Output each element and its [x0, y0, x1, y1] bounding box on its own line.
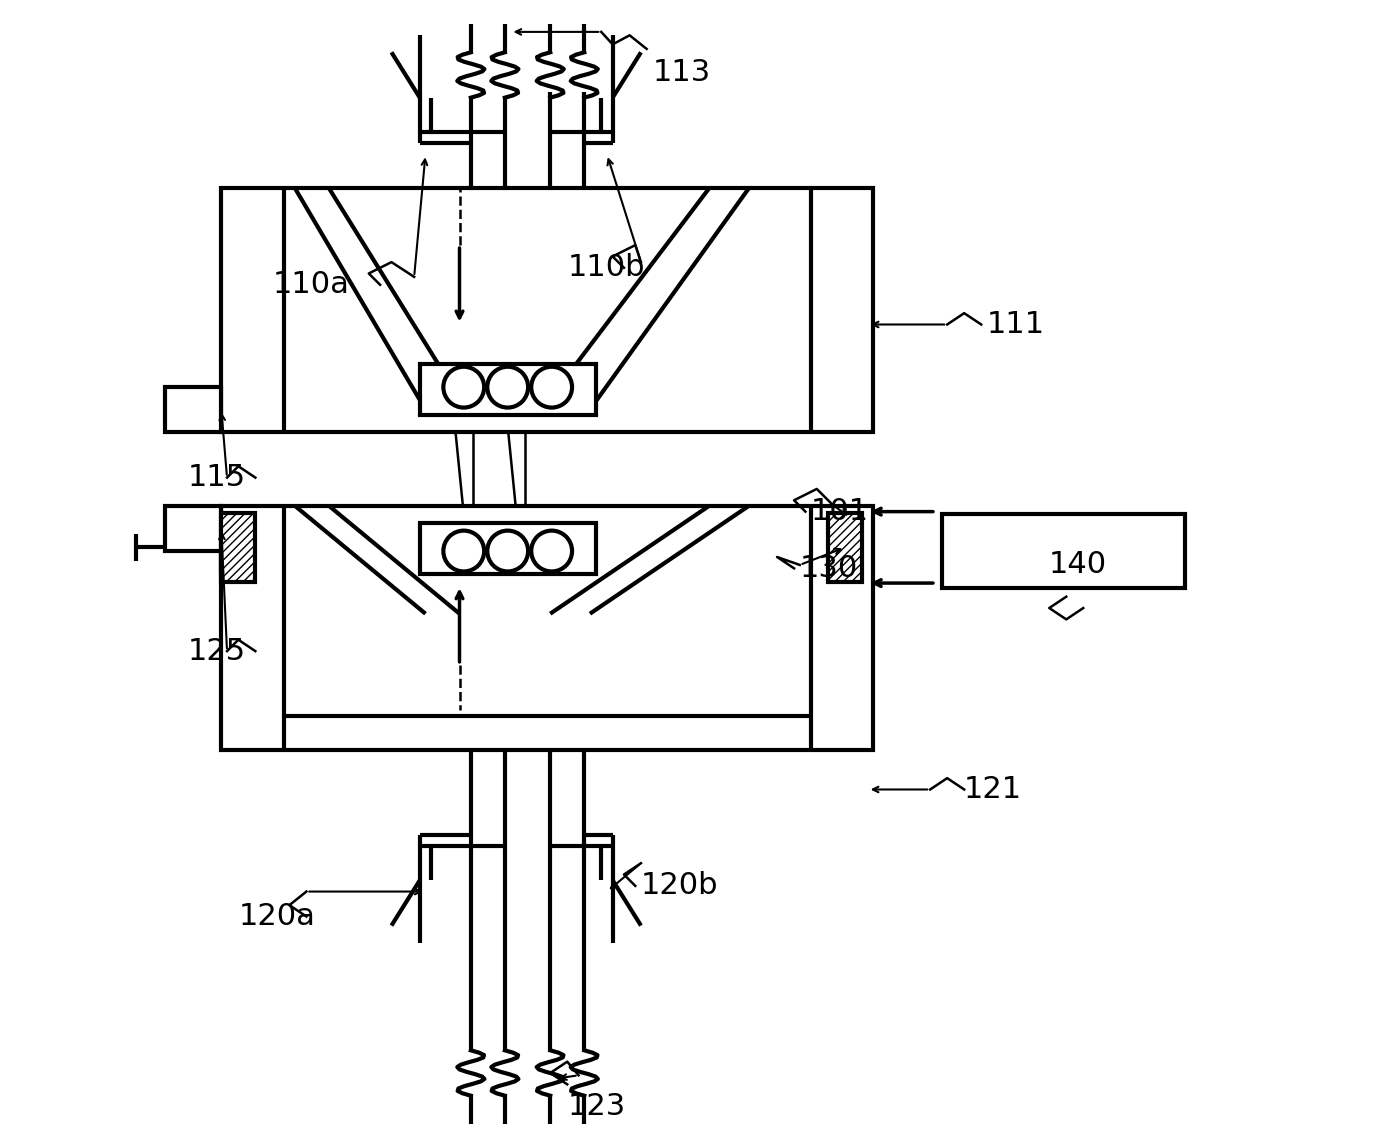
Bar — [828, 513, 862, 582]
Text: 110b: 110b — [567, 254, 645, 282]
Text: 115: 115 — [187, 463, 245, 492]
Text: 121: 121 — [965, 775, 1023, 804]
Text: 120b: 120b — [641, 871, 718, 900]
Text: 101: 101 — [811, 497, 869, 526]
Bar — [165, 506, 221, 551]
Text: 110a: 110a — [273, 270, 349, 300]
Text: 113: 113 — [652, 59, 710, 87]
Bar — [221, 513, 256, 582]
Bar — [419, 523, 595, 574]
Bar — [221, 523, 862, 572]
Text: 140: 140 — [1049, 550, 1107, 580]
Bar — [941, 514, 1185, 588]
Text: 125: 125 — [187, 637, 245, 666]
Bar — [221, 506, 873, 750]
Text: 123: 123 — [567, 1092, 626, 1122]
Bar — [419, 364, 595, 416]
Text: 120a: 120a — [238, 902, 316, 931]
Text: 130: 130 — [800, 553, 858, 583]
Text: 111: 111 — [987, 310, 1045, 339]
Bar — [221, 188, 873, 433]
Bar — [165, 387, 221, 433]
